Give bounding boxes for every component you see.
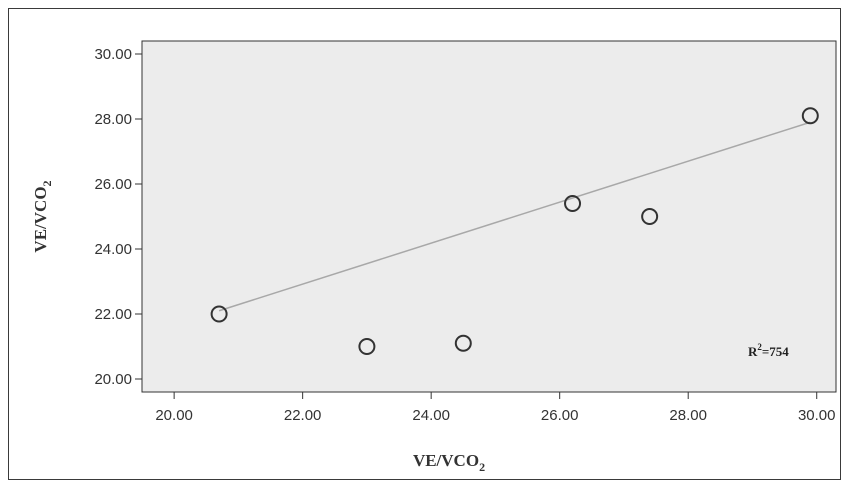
data-point — [454, 334, 472, 352]
x-axis-title-sub: 2 — [479, 460, 485, 474]
y-axis-ticks: 20.00 22.00 24.00 26.00 28.00 30.00 — [94, 46, 142, 388]
data-point — [210, 305, 228, 323]
y-axis-title-main: VE/VCO — [31, 186, 50, 252]
y-tick-label: 30.00 — [94, 46, 132, 63]
r-squared-r: R — [748, 344, 758, 359]
plot-area — [141, 40, 837, 393]
y-tick-label: 28.00 — [94, 111, 132, 128]
r-squared-value: =754 — [762, 344, 789, 359]
x-tick-label: 24.00 — [412, 407, 450, 424]
y-tick-label: 24.00 — [94, 241, 132, 258]
x-axis-title-main: VE/VCO — [413, 451, 479, 470]
y-tick-label: 20.00 — [94, 371, 132, 388]
x-axis-ticks: 20.00 22.00 24.00 26.00 28.00 30.00 — [155, 392, 835, 424]
y-tick-label: 22.00 — [94, 306, 132, 323]
x-axis-title: VE/VCO2 — [413, 451, 485, 474]
x-tick-label: 28.00 — [669, 407, 707, 424]
data-points — [210, 107, 819, 355]
x-tick-label: 22.00 — [284, 407, 322, 424]
r-squared-sup: 2 — [757, 342, 762, 352]
y-tick-label: 26.00 — [94, 176, 132, 193]
data-point — [801, 107, 819, 125]
x-tick-label: 30.00 — [798, 407, 836, 424]
y-axis-title: VE/VCO2 — [31, 180, 54, 252]
x-tick-label: 26.00 — [541, 407, 579, 424]
data-point — [358, 338, 376, 355]
fit-line — [218, 121, 811, 312]
x-tick-label: 20.00 — [155, 407, 193, 424]
data-point — [641, 208, 659, 225]
y-axis-title-sub: 2 — [40, 180, 54, 186]
data-point — [564, 195, 582, 212]
r-squared-label: R2=754 — [748, 342, 789, 359]
